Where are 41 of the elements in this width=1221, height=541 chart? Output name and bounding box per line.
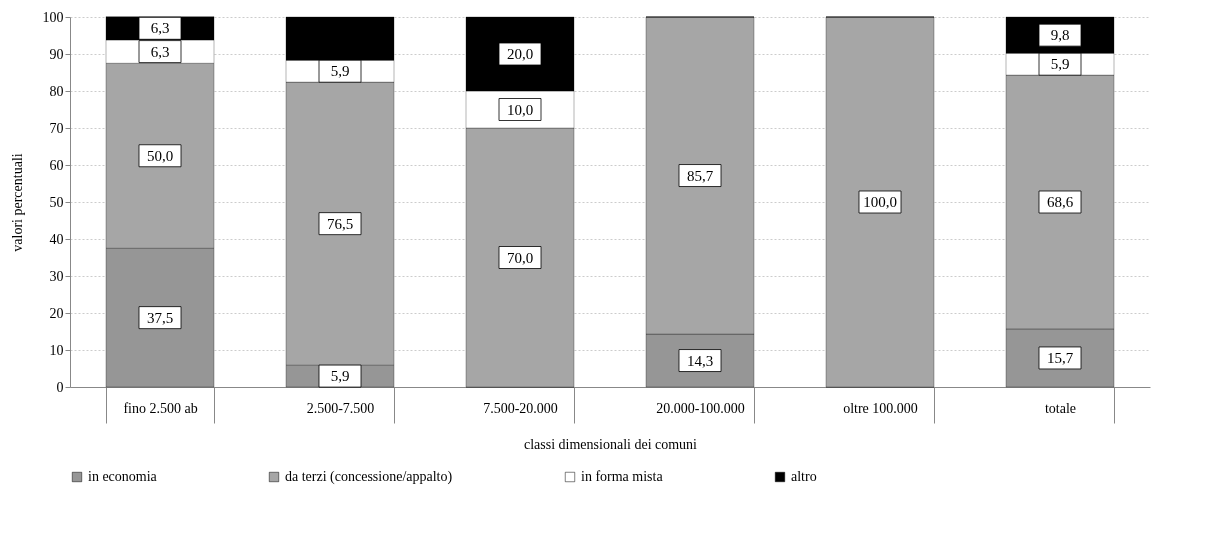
y-tick-label: 30 [49, 268, 64, 284]
y-tick-label: 80 [49, 83, 64, 99]
legend-label: altro [791, 469, 817, 484]
data-label: 9,8 [1050, 27, 1070, 44]
legend-label: da terzi (concessione/appalto) [285, 469, 453, 485]
x-tick-label: totale [1044, 400, 1077, 416]
y-tick-label: 0 [56, 379, 64, 395]
y-axis-title: valori percentuali [9, 153, 25, 252]
data-label: 70,0 [506, 249, 534, 266]
x-tick-label: fino 2.500 ab [123, 400, 198, 416]
data-label: 6,3 [150, 20, 170, 37]
data-label: 100,0 [863, 194, 897, 210]
legend-label: in economia [88, 469, 158, 484]
x-axis-title: classi dimensionali dei comuni [523, 437, 698, 452]
data-label: 5,9 [1050, 56, 1070, 73]
bar [825, 16, 935, 388]
x-tick-label: 20.000-100.000 [656, 400, 745, 416]
data-label: 20,0 [506, 46, 534, 62]
x-tick-label: 7.500-20.000 [483, 400, 558, 416]
y-tick-label: 70 [49, 120, 64, 136]
y-tick-label: 10 [49, 342, 64, 358]
x-tick-label: oltre 100.000 [843, 400, 918, 416]
legend-label: in forma mista [581, 469, 664, 484]
data-label: 10,0 [506, 101, 534, 118]
data-label: 68,6 [1046, 194, 1074, 210]
data-label: 76,5 [326, 215, 354, 232]
data-label: 6,3 [150, 43, 170, 60]
y-tick-label: 100 [42, 9, 64, 25]
y-tick-label: 60 [49, 157, 64, 173]
x-tick-label: 2.500-7.500 [306, 400, 375, 416]
data-label: 5,9 [330, 368, 350, 385]
y-tick-label: 20 [49, 305, 64, 321]
data-label: 50,0 [146, 147, 174, 164]
data-label: 14,3 [686, 352, 714, 369]
data-label: 15,7 [1046, 349, 1074, 366]
y-tick-label: 50 [49, 194, 64, 210]
y-tick-label: 90 [49, 46, 64, 62]
data-label: 37,5 [146, 309, 174, 326]
data-label: 5,9 [330, 63, 350, 80]
y-tick-label: 40 [49, 231, 64, 247]
data-label: 85,7 [686, 167, 714, 184]
